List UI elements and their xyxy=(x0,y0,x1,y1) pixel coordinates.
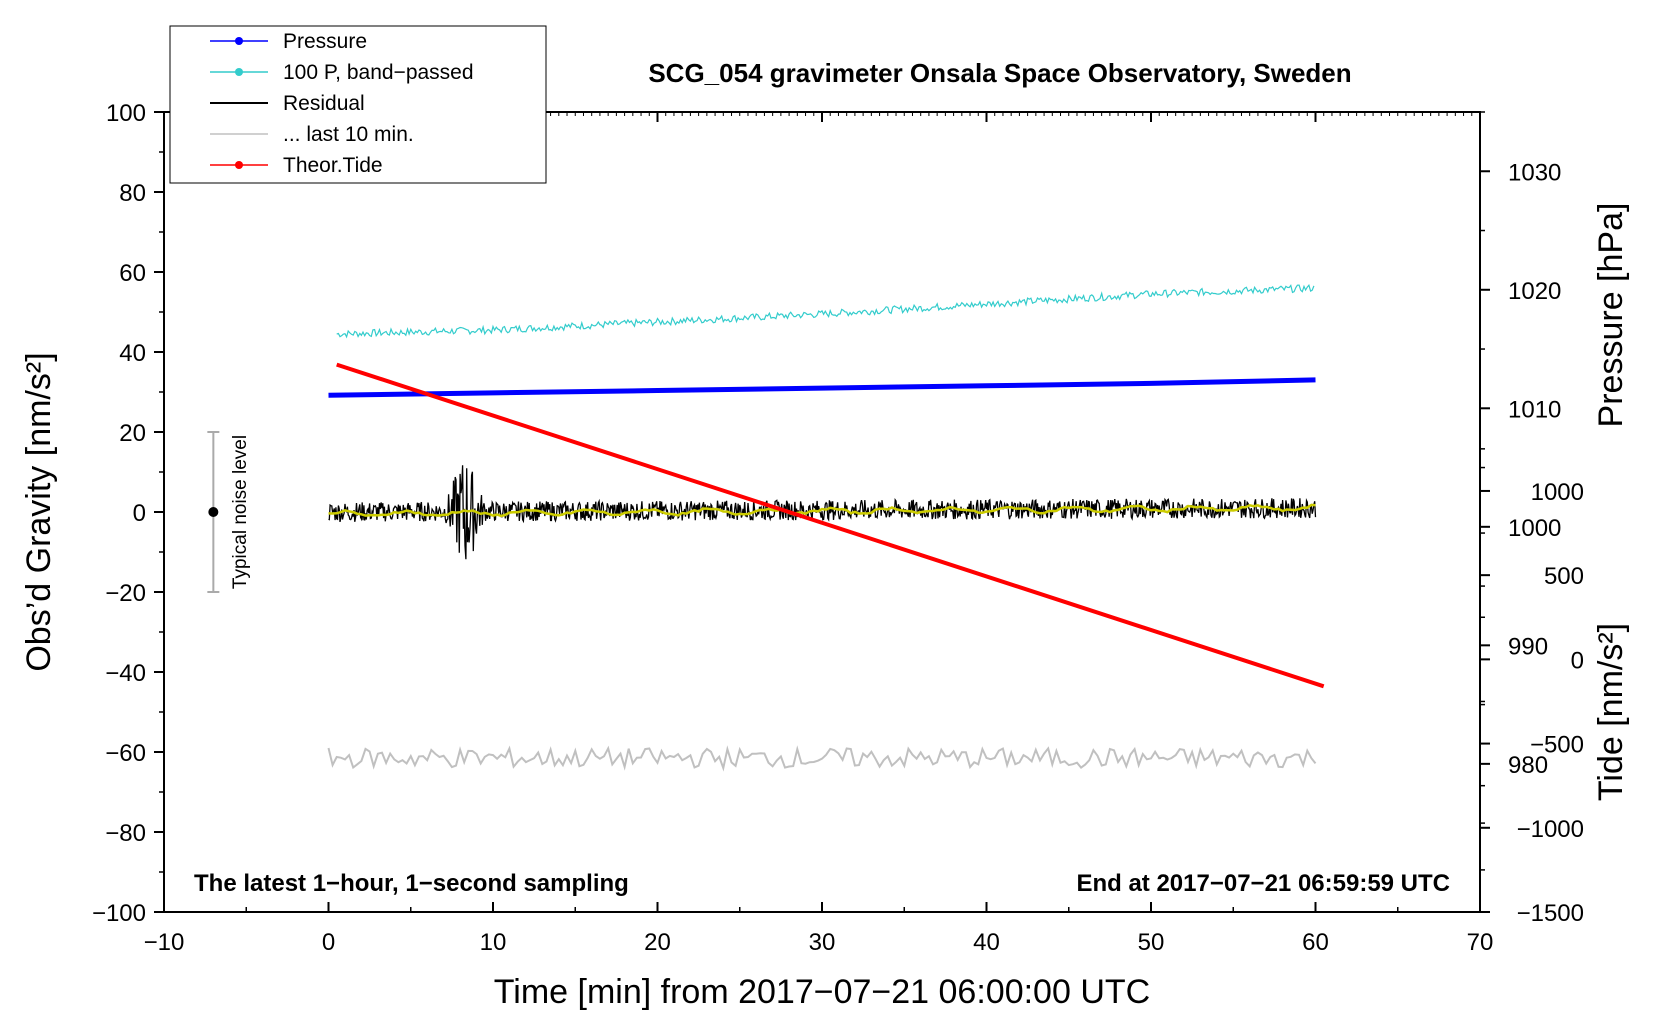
y-tick-labels: 100 80 60 40 20 0 −20 −40 −60 −80 −100 xyxy=(92,100,146,927)
tide-tick-label: −500 xyxy=(1530,732,1584,759)
series-layer xyxy=(327,283,1325,772)
y-tick-label: 100 xyxy=(106,100,146,127)
pressure-series xyxy=(328,377,1316,398)
y-axis-label-left: Obs’d Gravity [nm/s²] xyxy=(20,352,58,671)
theoretical-tide-series xyxy=(336,362,1325,689)
legend-label: ... last 10 min. xyxy=(283,123,414,146)
x-tick-label: 20 xyxy=(644,929,671,956)
y-tick-label: 20 xyxy=(119,420,146,447)
tide-tick-label: 1000 xyxy=(1531,479,1584,506)
noise-center-dot xyxy=(208,507,219,517)
y-tick-label: 0 xyxy=(133,500,146,527)
pressure-tick-label: 990 xyxy=(1508,633,1548,660)
x-tick-label: 60 xyxy=(1302,929,1329,956)
noise-label: Typical noise level xyxy=(230,435,251,589)
axis-ticks xyxy=(154,111,1490,913)
legend-swatch-marker xyxy=(235,68,243,76)
legend-swatch-marker xyxy=(235,161,243,169)
x-tick-label: 40 xyxy=(973,929,1000,956)
bandpassed-pressure-series xyxy=(336,283,1315,339)
x-tick-label: 10 xyxy=(480,929,507,956)
x-tick-label: 30 xyxy=(809,929,836,956)
noise-indicator xyxy=(207,431,220,593)
x-tick-label: 50 xyxy=(1138,929,1165,956)
x-tick-label: 70 xyxy=(1467,929,1494,956)
legend-label: 100 P, band−passed xyxy=(283,61,474,84)
y-tick-label: 40 xyxy=(119,340,146,367)
legend-swatch-marker xyxy=(235,37,243,45)
y-tick-label: −100 xyxy=(92,900,146,927)
legend: Pressure 100 P, band−passed Residual ... la… xyxy=(169,25,547,184)
y-axis-label-pressure: Pressure [hPa] xyxy=(1592,203,1630,428)
tide-tick-label: −1000 xyxy=(1517,816,1584,843)
last-10-min-series xyxy=(327,745,1317,772)
pressure-tick-label: 1020 xyxy=(1508,278,1561,305)
x-tick-label: −10 xyxy=(144,929,185,956)
x-tick-labels: −10 0 10 20 30 40 50 60 70 xyxy=(144,929,1494,956)
legend-label: Theor.Tide xyxy=(283,154,383,177)
end-time-annotation: End at 2017−07−21 06:59:59 UTC xyxy=(1076,870,1450,897)
y-axis-label-tide: Tide [nm/s²] xyxy=(1592,623,1630,801)
tide-tick-labels: 1000 500 0 −500 −1000 −1500 xyxy=(1517,479,1584,927)
x-tick-label: 0 xyxy=(322,929,335,956)
pressure-tick-label: 980 xyxy=(1508,752,1548,779)
x-axis-label: Time [min] from 2017−07−21 06:00:00 UTC xyxy=(494,973,1150,1011)
y-tick-label: −60 xyxy=(105,740,146,767)
residual-smoothed-series xyxy=(328,503,1316,518)
pressure-tick-label: 1010 xyxy=(1508,396,1561,423)
tide-tick-label: 0 xyxy=(1571,647,1584,674)
legend-label: Residual xyxy=(283,92,365,115)
legend-label: Pressure xyxy=(283,30,367,53)
chart-title: SCG_054 gravimeter Onsala Space Observat… xyxy=(648,58,1351,88)
sampling-annotation: The latest 1−hour, 1−second sampling xyxy=(194,870,629,897)
y-tick-label: −80 xyxy=(105,820,146,847)
y-tick-label: 80 xyxy=(119,180,146,207)
pressure-tick-labels: 1030 1020 1010 1000 990 980 xyxy=(1508,159,1561,779)
legend-box xyxy=(169,25,547,184)
tide-tick-label: 500 xyxy=(1544,563,1584,590)
y-tick-label: −20 xyxy=(105,580,146,607)
y-tick-label: −40 xyxy=(105,660,146,687)
pressure-tick-label: 1000 xyxy=(1508,515,1561,542)
y-tick-label: 60 xyxy=(119,260,146,287)
tide-tick-label: −1500 xyxy=(1517,900,1584,927)
pressure-tick-label: 1030 xyxy=(1508,159,1561,186)
